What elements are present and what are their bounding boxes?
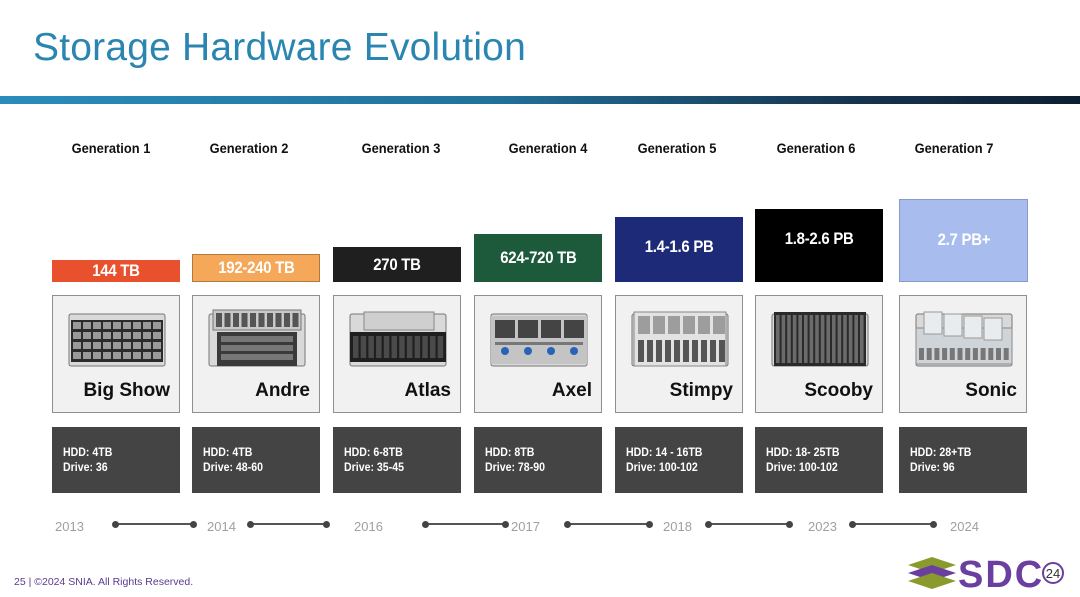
server-name: Axel [551,380,592,401]
server-name: Stimpy [669,380,733,401]
spec-drive: Drive: 36 [63,462,108,474]
capacity-badge: 1.8-2.6 PB [755,209,883,282]
sdc-logo: SDC 24 [908,554,1064,595]
timeline-dot [848,520,856,528]
server-card: Scooby [755,295,883,413]
spec-drive: Drive: 48-60 [203,462,264,474]
spec-box: HDD: 6-8TB Drive: 35-45 [333,427,461,493]
spec-box: HDD: 4TB Drive: 48-60 [192,427,320,493]
footer-copyright: 25 | ©2024 SNIA. All Rights Reserved. [14,576,194,588]
server-name: Andre [255,380,310,401]
spec-drive: Drive: 78-90 [485,462,546,474]
spec-hdd: HDD: 6-8TB [344,447,403,459]
generation-label: Generation 1 [71,140,151,156]
timeline-year: 2014 [207,519,236,534]
spec-hdd: HDD: 14 - 16TB [626,447,703,459]
server-name: Sonic [965,380,1017,401]
timeline-dot [501,520,509,528]
generation-label: Generation 3 [361,140,441,156]
layers-icon [908,557,956,589]
server-rack-icon [631,311,729,367]
server-name: Atlas [404,380,451,401]
timeline-year: 2024 [950,519,979,534]
capacity-text: 1.4-1.6 PB [644,237,714,256]
timeline-connector [852,523,933,525]
timeline-year: 2017 [511,519,540,534]
server-rack-icon [771,312,869,367]
server-card: Sonic [899,295,1027,413]
capacity-badge: 144 TB [52,260,180,282]
capacity-badge: 1.4-1.6 PB [615,217,743,282]
timeline-connector [250,523,326,525]
slide-title: Storage Hardware Evolution [33,26,526,69]
timeline-connector [708,523,789,525]
logo-badge [1042,562,1064,584]
timeline-year: 2018 [663,519,692,534]
timeline-dot [322,520,330,528]
timeline-dot [246,520,254,528]
timeline-dot [189,520,197,528]
server-card: Andre [192,295,320,413]
server-rack-icon [68,313,166,367]
server-card: Big Show [52,295,180,413]
timeline-year: 2013 [55,519,84,534]
timeline-connector [425,523,505,525]
spec-box: HDD: 8TB Drive: 78-90 [474,427,602,493]
spec-drive: Drive: 96 [910,462,955,474]
spec-hdd: HDD: 18- 25TB [766,447,840,459]
server-card: Atlas [333,295,461,413]
capacity-badge: 624-720 TB [474,234,602,282]
generation-label: Generation 7 [914,140,994,156]
timeline-dot [563,520,571,528]
server-name: Big Show [83,380,170,401]
capacity-text: 144 TB [92,261,140,280]
spec-hdd: HDD: 4TB [63,447,113,459]
timeline-year: 2016 [354,519,383,534]
timeline-dot [421,520,429,528]
timeline-connector [567,523,649,525]
generation-label: Generation 4 [508,140,588,156]
spec-box: HDD: 18- 25TB Drive: 100-102 [755,427,883,493]
timeline-dot [785,520,793,528]
server-rack-icon [349,311,447,367]
generation-label: Generation 5 [637,140,717,156]
spec-drive: Drive: 100-102 [626,462,698,474]
logo-text: SDC [958,554,1044,595]
spec-hdd: HDD: 8TB [485,447,535,459]
capacity-badge: 2.7 PB+ [899,199,1028,282]
capacity-badge: 192-240 TB [192,254,320,282]
spec-box: HDD: 14 - 16TB Drive: 100-102 [615,427,743,493]
capacity-text: 192-240 TB [217,258,295,277]
spec-hdd: HDD: 28+TB [910,447,972,459]
logo-badge-text: 24 [1046,566,1060,581]
timeline-dot [645,520,653,528]
capacity-text: 624-720 TB [499,248,577,267]
spec-hdd: HDD: 4TB [203,447,253,459]
server-name: Scooby [804,380,873,401]
spec-drive: Drive: 100-102 [766,462,838,474]
spec-drive: Drive: 35-45 [344,462,405,474]
timeline-connector [115,523,193,525]
generation-label: Generation 6 [776,140,856,156]
capacity-text: 270 TB [373,254,421,274]
timeline-dot [111,520,119,528]
capacity-badge: 270 TB [333,247,461,282]
capacity-text: 1.8-2.6 PB [784,229,854,248]
generation-label: Generation 2 [209,140,289,156]
server-rack-icon [915,311,1013,367]
timeline-dot [704,520,712,528]
server-rack-icon [208,309,306,367]
spec-box: HDD: 4TB Drive: 36 [52,427,180,493]
server-card: Axel [474,295,602,413]
timeline-dot [929,520,937,528]
spec-box: HDD: 28+TB Drive: 96 [899,427,1027,493]
capacity-text: 2.7 PB+ [937,230,990,249]
timeline-year: 2023 [808,519,837,534]
server-card: Stimpy [615,295,743,413]
server-rack-icon [490,313,588,367]
title-divider-bar [0,96,1080,104]
